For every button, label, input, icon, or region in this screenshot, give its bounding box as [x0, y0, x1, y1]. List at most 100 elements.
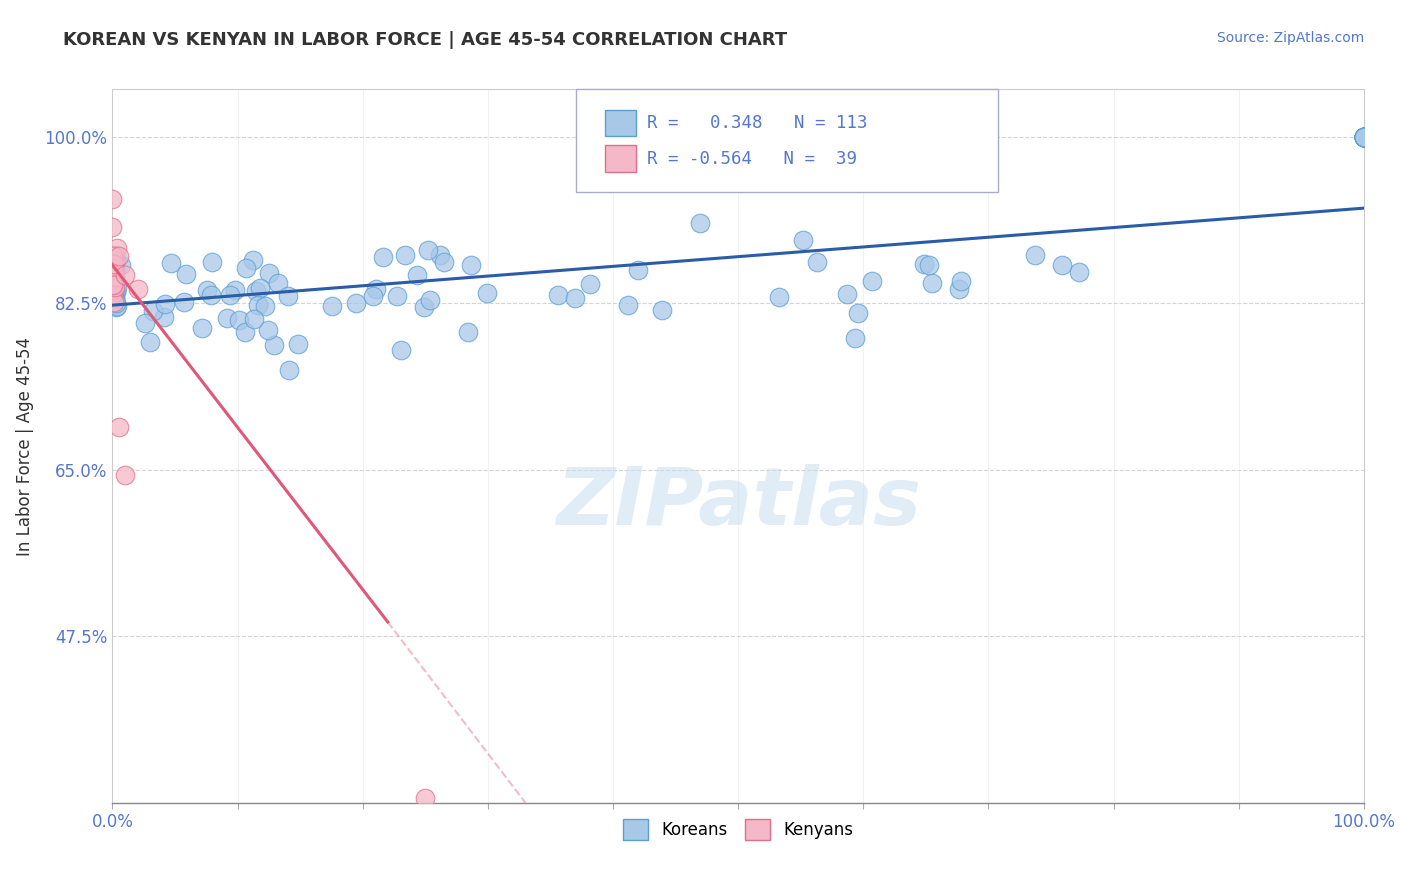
Point	[105, 241, 128, 255]
Point	[101, 257, 124, 271]
Point	[321, 299, 343, 313]
Point	[287, 337, 309, 351]
Point	[103, 272, 125, 286]
Point	[105, 298, 128, 312]
Point	[1052, 258, 1074, 272]
Point	[103, 276, 125, 290]
Point	[457, 325, 479, 339]
Point	[1353, 129, 1375, 144]
Point	[792, 233, 814, 247]
Point	[101, 249, 124, 263]
Point	[860, 274, 883, 288]
Point	[103, 285, 125, 300]
Point	[547, 287, 569, 301]
Point	[105, 253, 128, 268]
Text: ZIPatlas: ZIPatlas	[555, 464, 921, 542]
Point	[101, 264, 124, 278]
Point	[101, 277, 124, 292]
Point	[364, 282, 387, 296]
Point	[104, 282, 127, 296]
Point	[103, 265, 125, 279]
Point	[253, 299, 276, 313]
Point	[564, 291, 586, 305]
Point	[257, 266, 280, 280]
Point	[107, 249, 129, 263]
Point	[235, 261, 257, 276]
Point	[578, 277, 600, 292]
Point	[1353, 129, 1375, 144]
Point	[103, 273, 125, 287]
Point	[616, 298, 638, 312]
Point	[104, 247, 127, 261]
Point	[460, 258, 482, 272]
Point	[228, 312, 250, 326]
Point	[416, 243, 439, 257]
Point	[1353, 129, 1375, 144]
Point	[101, 286, 124, 301]
Point	[200, 287, 222, 301]
Point	[224, 284, 246, 298]
Point	[215, 310, 238, 325]
Point	[139, 335, 162, 350]
Point	[243, 312, 266, 326]
Point	[114, 268, 136, 282]
Point	[173, 294, 195, 309]
Text: Source: ZipAtlas.com: Source: ZipAtlas.com	[1216, 31, 1364, 45]
Point	[101, 283, 124, 297]
Point	[389, 343, 412, 358]
Point	[114, 467, 136, 482]
Point	[101, 256, 124, 270]
Point	[844, 331, 866, 345]
Point	[249, 281, 271, 295]
Point	[219, 287, 242, 301]
Text: R = -0.564   N =  39: R = -0.564 N = 39	[647, 150, 856, 168]
Point	[413, 791, 436, 805]
Point	[105, 281, 128, 295]
Y-axis label: In Labor Force | Age 45-54: In Labor Force | Age 45-54	[15, 336, 34, 556]
Point	[363, 289, 385, 303]
Point	[105, 285, 128, 299]
Point	[101, 192, 124, 206]
Point	[101, 258, 124, 272]
Point	[385, 289, 408, 303]
Point	[103, 258, 125, 272]
Point	[245, 284, 267, 298]
Point	[101, 264, 124, 278]
Point	[103, 295, 125, 310]
Point	[101, 269, 124, 284]
Point	[153, 297, 176, 311]
Point	[257, 323, 280, 337]
Point	[1353, 129, 1375, 144]
Point	[103, 254, 125, 268]
Point	[846, 306, 869, 320]
Point	[104, 295, 127, 310]
Point	[101, 261, 124, 276]
Legend: Koreans, Kenyans: Koreans, Kenyans	[614, 811, 862, 848]
Point	[1353, 129, 1375, 144]
Point	[104, 300, 127, 314]
Point	[1353, 129, 1375, 144]
Point	[101, 259, 124, 273]
Point	[105, 263, 128, 277]
Point	[267, 276, 290, 290]
Point	[1353, 129, 1375, 144]
Point	[1024, 248, 1046, 262]
Point	[344, 296, 367, 310]
Point	[103, 275, 125, 289]
Point	[651, 302, 673, 317]
Point	[127, 282, 149, 296]
Point	[1353, 129, 1375, 144]
Point	[152, 310, 174, 324]
Point	[263, 338, 285, 352]
Point	[103, 257, 125, 271]
Point	[277, 289, 299, 303]
Point	[835, 286, 858, 301]
Point	[1067, 265, 1090, 279]
Point	[1353, 129, 1375, 144]
Point	[406, 268, 429, 282]
Point	[103, 292, 125, 306]
Point	[689, 216, 711, 230]
Point	[101, 290, 124, 304]
Point	[104, 269, 127, 284]
Point	[107, 420, 129, 434]
